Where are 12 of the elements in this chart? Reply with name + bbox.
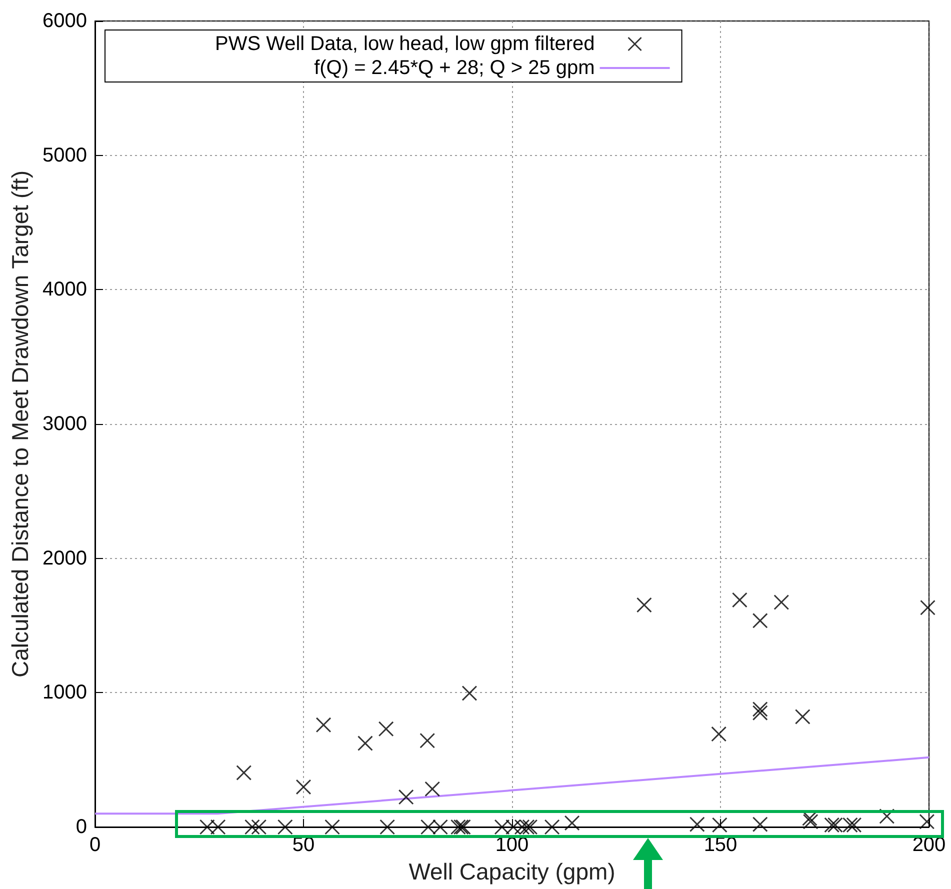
- y-tick-label: 1000: [42, 682, 87, 704]
- y-axis-title: Calculated Distance to Meet Drawdown Target (ft): [7, 170, 34, 678]
- y-tick-label: 4000: [42, 278, 87, 301]
- x-axis-title: Well Capacity (gpm): [408, 858, 616, 884]
- x-tick-label: 0: [89, 834, 101, 856]
- legend-label: PWS Well Data, low head, low gpm filtered: [214, 33, 595, 55]
- y-tick-label: 6000: [42, 10, 87, 32]
- legend-label: f(Q) = 2.45*Q + 28; Q > 25 gpm: [314, 57, 595, 79]
- y-tick-label: 3000: [42, 413, 87, 435]
- y-tick-label: 2000: [42, 547, 87, 570]
- y-tick-label: 5000: [42, 144, 87, 166]
- y-tick-label: 0: [76, 816, 87, 838]
